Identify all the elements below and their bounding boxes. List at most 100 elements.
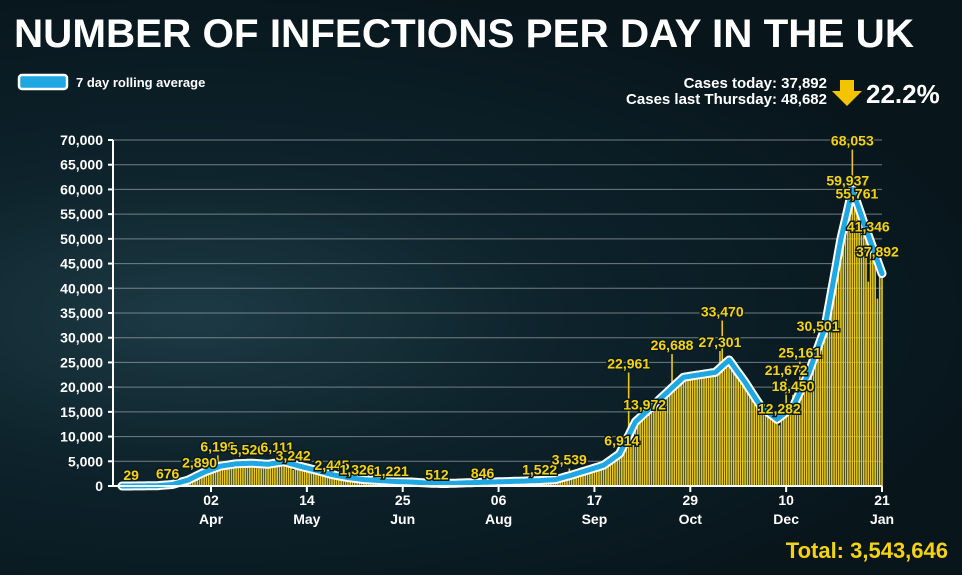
daily-bar: [221, 465, 224, 486]
daily-bar: [817, 335, 819, 486]
daily-bar: [253, 463, 256, 486]
daily-bar: [573, 474, 575, 486]
daily-bar: [287, 463, 290, 486]
daily-bar: [242, 463, 244, 486]
daily-bar: [652, 404, 655, 486]
legend-swatch: [17, 73, 69, 91]
daily-bar: [203, 472, 205, 486]
daily-bar: [728, 359, 730, 486]
daily-bar: [230, 464, 233, 486]
data-label: 68,053: [831, 133, 874, 149]
daily-bar: [824, 327, 826, 486]
daily-bar: [338, 475, 340, 486]
x-tick-day: 29: [682, 492, 698, 508]
daily-bar: [694, 375, 696, 486]
daily-bar: [235, 463, 237, 486]
daily-bar: [214, 467, 217, 486]
x-tick-month: Apr: [199, 511, 224, 527]
daily-bar: [707, 373, 710, 486]
rolling-average-line: [119, 186, 885, 489]
daily-bar: [671, 354, 673, 486]
daily-bar: [687, 376, 689, 486]
daily-bar: [623, 444, 625, 486]
daily-bar: [680, 379, 682, 486]
daily-bar: [328, 473, 331, 486]
daily-bar: [664, 394, 666, 486]
y-tick-label: 55,000: [60, 206, 103, 222]
data-label: 512: [425, 466, 449, 482]
daily-bar: [219, 466, 221, 486]
data-label: 6,914: [604, 432, 639, 448]
daily-bar: [233, 464, 235, 486]
daily-bar: [255, 463, 258, 486]
y-tick-label: 45,000: [60, 256, 103, 272]
daily-bar: [789, 408, 792, 486]
daily-bar: [805, 377, 808, 486]
daily-bar: [675, 383, 678, 486]
daily-bar: [595, 467, 598, 486]
daily-bar: [755, 399, 758, 486]
daily-bar: [260, 463, 263, 486]
x-tick-month: Dec: [773, 511, 799, 527]
daily-bar: [308, 468, 310, 486]
daily-bar: [716, 370, 719, 486]
daily-bar: [746, 385, 749, 486]
daily-bar: [278, 462, 281, 486]
daily-bar: [212, 468, 215, 486]
daily-bar: [205, 471, 208, 486]
data-label: 25,161: [778, 345, 821, 361]
daily-bar: [712, 372, 714, 486]
daily-bar: [306, 467, 308, 486]
daily-bar: [666, 392, 669, 486]
daily-bar: [598, 466, 600, 486]
daily-bar: [741, 379, 744, 486]
daily-bar: [757, 403, 760, 486]
daily-bar: [607, 461, 609, 486]
x-tick-day: 14: [299, 492, 315, 508]
daily-bar: [582, 471, 584, 486]
data-label: 30,501: [797, 318, 840, 334]
y-tick-label: 0: [95, 478, 103, 494]
data-label: 1,326: [340, 462, 375, 478]
daily-bar: [874, 254, 876, 486]
daily-bar: [835, 264, 838, 486]
daily-bar: [335, 475, 338, 486]
daily-bar: [851, 149, 854, 486]
daily-bar: [331, 473, 333, 486]
daily-bar: [333, 475, 336, 486]
daily-bar: [842, 228, 845, 486]
daily-bar: [602, 465, 605, 486]
daily-bar: [744, 382, 746, 486]
daily-bar: [833, 276, 835, 486]
daily-bar: [828, 302, 831, 486]
daily-bar: [703, 374, 705, 486]
x-tick-month: Sep: [582, 511, 608, 527]
daily-bar: [239, 463, 242, 486]
daily-bar: [719, 351, 721, 486]
daily-bar: [591, 468, 593, 486]
x-tick-day: 17: [587, 492, 603, 508]
daily-bar: [830, 289, 833, 486]
daily-bar: [684, 376, 687, 486]
daily-bar: [881, 273, 883, 486]
x-tick-day: 02: [203, 492, 219, 508]
daily-bar: [844, 219, 847, 487]
daily-bar: [801, 387, 803, 486]
daily-bar: [762, 408, 765, 486]
daily-bar: [714, 372, 717, 486]
daily-bar: [251, 463, 253, 486]
data-label: 6,111: [260, 439, 294, 455]
daily-bar: [776, 419, 778, 486]
daily-bar: [721, 320, 724, 486]
data-label: 55,761: [835, 186, 878, 202]
daily-bar: [570, 475, 573, 486]
x-tick-day: 10: [778, 492, 794, 508]
data-label: 41,346: [847, 218, 890, 234]
daily-bar: [696, 375, 698, 486]
daily-bar: [650, 406, 653, 486]
daily-bar: [780, 415, 783, 486]
daily-bar: [799, 361, 801, 486]
data-label: 6,199: [200, 438, 235, 454]
daily-bar: [322, 472, 324, 486]
daily-bar: [340, 476, 342, 486]
